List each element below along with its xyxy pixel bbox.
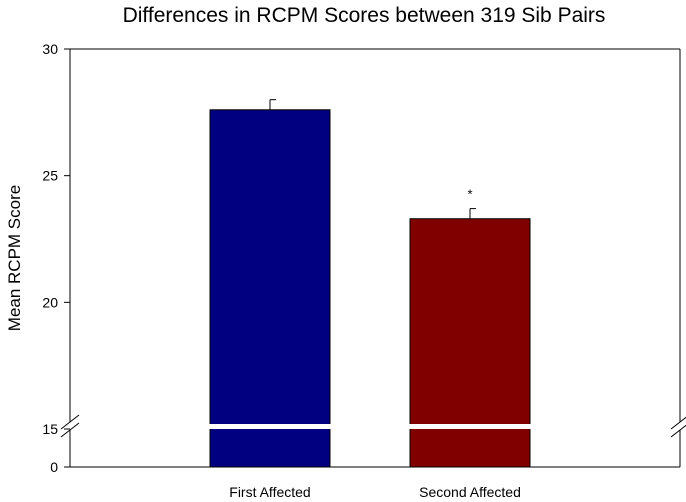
axis-break-mark xyxy=(60,422,80,438)
bar xyxy=(209,109,331,468)
axis-break-mark xyxy=(670,424,686,438)
bar-break-gap xyxy=(209,424,331,429)
x-tick-label: First Affected xyxy=(229,484,310,500)
y-axis-title: Mean RCPM Score xyxy=(5,185,24,331)
significance-marker: * xyxy=(467,187,472,202)
y-tick-label: 25 xyxy=(42,168,58,184)
axis-break-mark xyxy=(670,416,686,430)
chart-title: Differences in RCPM Scores between 319 S… xyxy=(123,4,606,27)
plot-area: First Affected Second Affected * 0 15 20 25 30 xyxy=(42,41,686,500)
x-tick-label: Second Affected xyxy=(419,484,521,500)
bar xyxy=(409,218,531,468)
y-tick-label: 20 xyxy=(42,294,58,310)
bar-break-gap xyxy=(409,424,531,429)
y-tick-label: 0 xyxy=(50,459,58,475)
y-tick-label: 15 xyxy=(42,421,58,437)
y-tick-label: 30 xyxy=(42,41,58,57)
axis-break-mark xyxy=(60,414,80,430)
